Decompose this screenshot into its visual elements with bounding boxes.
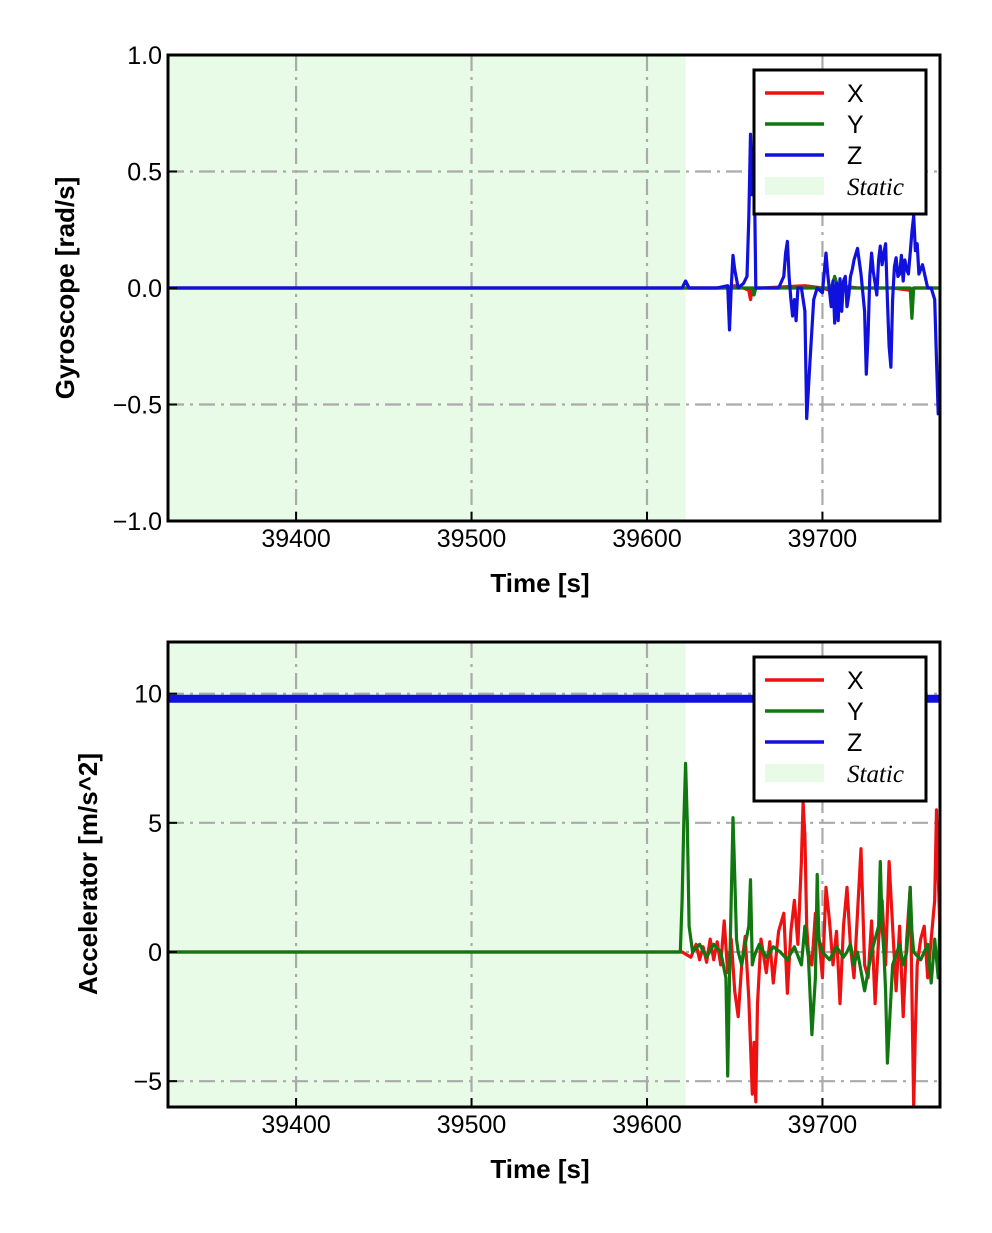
chart1-y-tick-label: 0.0 bbox=[127, 275, 162, 303]
chart1-y-axis-label: Gyroscope [rad/s] bbox=[50, 177, 80, 400]
chart1-x-axis-label: Time [s] bbox=[490, 568, 589, 598]
chart1-y-tick-label: 1.0 bbox=[127, 42, 162, 70]
chart2-legend-swatch-static bbox=[765, 764, 824, 782]
chart1-y-tick-label: −0.5 bbox=[113, 392, 162, 420]
chart2-y-tick-label: 5 bbox=[148, 810, 162, 838]
chart2-legend: XYZ Static bbox=[752, 655, 928, 803]
chart1-y-tick-label: 0.5 bbox=[127, 159, 162, 187]
chart1-panel: 39400 39500 39600 39700 −1.0 −0.5 0.0 0.5 1.0 Tim… bbox=[50, 42, 942, 598]
chart2-legend-label-z: Z bbox=[847, 729, 862, 757]
chart2-y-axis-label: Accelerator [m/s^2] bbox=[73, 753, 103, 995]
chart1-x-tick-label: 39400 bbox=[261, 525, 331, 553]
chart2-x-axis-label: Time [s] bbox=[490, 1154, 589, 1184]
chart2-x-tick-label: 39700 bbox=[788, 1111, 858, 1139]
chart2-x-tick-label: 39600 bbox=[612, 1111, 682, 1139]
chart1-x-tick-label: 39600 bbox=[612, 525, 682, 553]
chart1-legend-label-x: X bbox=[847, 80, 864, 108]
chart1-x-tick-label: 39500 bbox=[437, 525, 507, 553]
chart2-legend-label-y: Y bbox=[847, 698, 864, 726]
chart1-legend-label-y: Y bbox=[847, 111, 864, 139]
chart2-plot-frame bbox=[166, 640, 942, 1109]
chart1-x-tick-label: 39700 bbox=[788, 525, 858, 553]
chart2-legend-label-x: X bbox=[847, 667, 864, 695]
chart2-y-tick-label: 0 bbox=[148, 939, 162, 967]
chart2-series-y-line bbox=[168, 761, 940, 1078]
chart2-legend-label-static: Static bbox=[847, 761, 904, 788]
chart1-legend-label-z: Z bbox=[847, 142, 862, 170]
chart2-y-tick-label: −5 bbox=[133, 1068, 162, 1096]
chart2-x-tick-label: 39400 bbox=[261, 1111, 331, 1139]
chart2-y-tick-label: 10 bbox=[134, 681, 162, 709]
chart1-legend-swatch-static bbox=[765, 177, 824, 195]
chart1-y-tick-label: −1.0 bbox=[113, 508, 162, 536]
chart1-legend-label-static: Static bbox=[847, 174, 904, 201]
chart2-x-tick-label: 39500 bbox=[437, 1111, 507, 1139]
chart2-static-region bbox=[168, 642, 686, 1107]
chart2-panel: 39400 39500 39600 39700 −5 0 5 10 Time [s] Accele… bbox=[73, 640, 942, 1184]
chart1-legend: XYZ Static bbox=[752, 68, 928, 216]
